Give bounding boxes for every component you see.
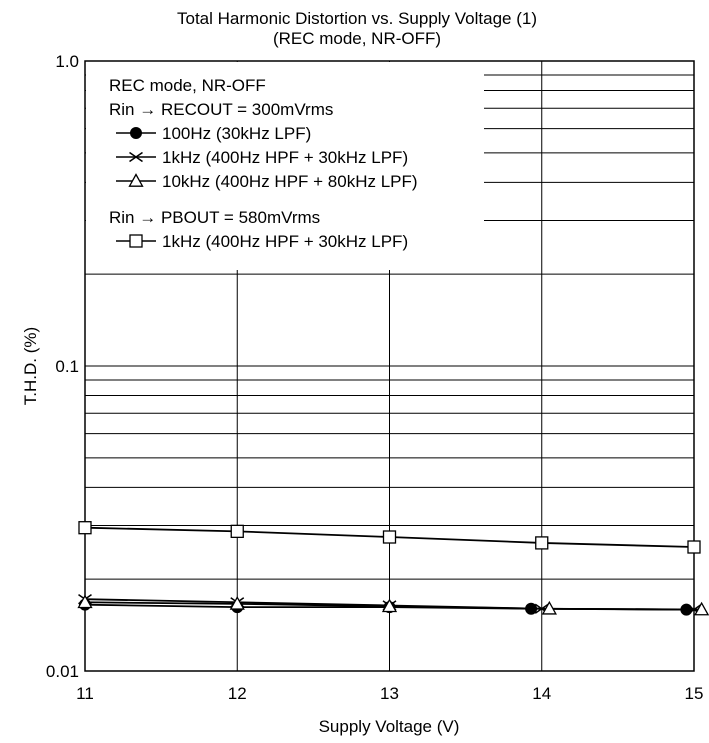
legend-label: 1kHz (400Hz HPF + 30kHz LPF) xyxy=(162,148,408,167)
legend-entry-4: 1kHz (400Hz HPF + 30kHz LPF) xyxy=(116,232,408,251)
legend-box xyxy=(86,62,484,270)
data-point xyxy=(129,151,143,163)
chart-title: Total Harmonic Distortion vs. Supply Vol… xyxy=(177,9,537,28)
chart-subtitle: (REC mode, NR-OFF) xyxy=(273,29,441,48)
x-tick-label: 14 xyxy=(532,684,551,703)
data-point xyxy=(230,524,244,538)
x-tick-label: 15 xyxy=(685,684,704,703)
y-tick-label: 0.1 xyxy=(55,357,79,376)
y-tick-label: 0.01 xyxy=(46,662,79,681)
plot-frame xyxy=(84,60,695,672)
legend-entry-1: 100Hz (30kHz LPF) xyxy=(116,124,311,143)
legend-entry-2: 1kHz (400Hz HPF + 30kHz LPF) xyxy=(116,148,408,167)
data-point xyxy=(541,600,557,615)
data-point xyxy=(78,521,92,535)
data-point xyxy=(130,127,142,139)
x-tick-label: 12 xyxy=(228,684,247,703)
x-tick-label: 11 xyxy=(76,684,94,703)
data-point xyxy=(381,598,398,613)
data-point xyxy=(77,594,93,609)
data-point-stroke xyxy=(129,151,143,163)
series xyxy=(77,521,709,616)
legend-label: 1kHz (400Hz HPF + 30kHz LPF) xyxy=(162,232,408,251)
legend-label: 100Hz (30kHz LPF) xyxy=(162,124,311,143)
y-axis-label: T.H.D. (%) xyxy=(21,327,40,405)
x-tick-label: 13 xyxy=(380,684,399,703)
data-point xyxy=(535,536,549,550)
series-3 xyxy=(77,594,709,616)
data-point xyxy=(128,173,144,187)
legend-group2-label: Rin → PBOUT = 580mVrms xyxy=(109,208,320,227)
series-4 xyxy=(78,521,701,554)
data-point xyxy=(229,596,245,610)
x-axis-label: Supply Voltage (V) xyxy=(319,717,460,736)
data-point xyxy=(694,601,709,616)
tick-labels: 11 12 13 14 15 1.0 0.1 0.01 xyxy=(46,52,704,703)
legend-entry-3: 10kHz (400Hz HPF + 80kHz LPF) xyxy=(116,172,418,191)
data-point xyxy=(687,540,701,554)
legend: REC mode, NR-OFF Rin → RECOUT = 300mVrms… xyxy=(109,76,418,251)
legend-background xyxy=(86,62,484,270)
y-tick-label: 1.0 xyxy=(55,52,79,71)
legend-group1-label: Rin → RECOUT = 300mVrms xyxy=(109,100,333,119)
data-point xyxy=(129,234,143,248)
data-point xyxy=(382,530,397,544)
legend-label: 10kHz (400Hz HPF + 80kHz LPF) xyxy=(162,172,418,191)
legend-title: REC mode, NR-OFF xyxy=(109,76,266,95)
